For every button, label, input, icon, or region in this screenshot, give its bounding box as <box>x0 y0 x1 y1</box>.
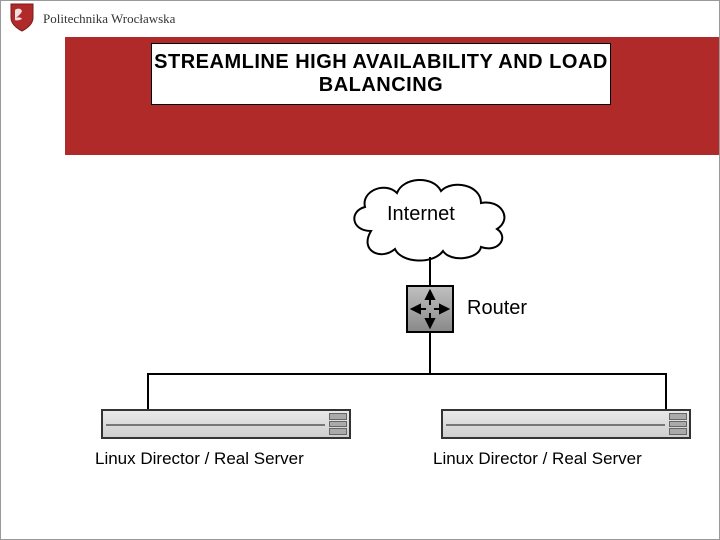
server-right-icon <box>441 409 691 439</box>
server-left-icon <box>101 409 351 439</box>
left-white-column <box>1 37 65 155</box>
university-name: Politechnika Wrocławska <box>43 11 175 27</box>
internet-label: Internet <box>387 203 455 226</box>
header-bar: Politechnika Wrocławska <box>1 1 719 37</box>
network-diagram: Internet Router Linux D <box>81 171 699 519</box>
edge-router-bus <box>429 333 431 373</box>
edge-bus-right <box>665 373 667 409</box>
edge-bus-left <box>147 373 149 409</box>
router-label: Router <box>467 297 527 320</box>
slide-page: Politechnika Wrocławska STREAMLINE HIGH … <box>0 0 720 540</box>
router-icon <box>406 285 454 333</box>
university-shield-icon <box>9 2 35 37</box>
edge-internet-router <box>429 257 431 285</box>
server-left-label: Linux Director / Real Server <box>95 449 304 469</box>
slide-title: STREAMLINE HIGH AVAILABILITY AND LOAD BA… <box>151 43 611 105</box>
network-bus <box>147 373 667 375</box>
server-right-label: Linux Director / Real Server <box>433 449 642 469</box>
